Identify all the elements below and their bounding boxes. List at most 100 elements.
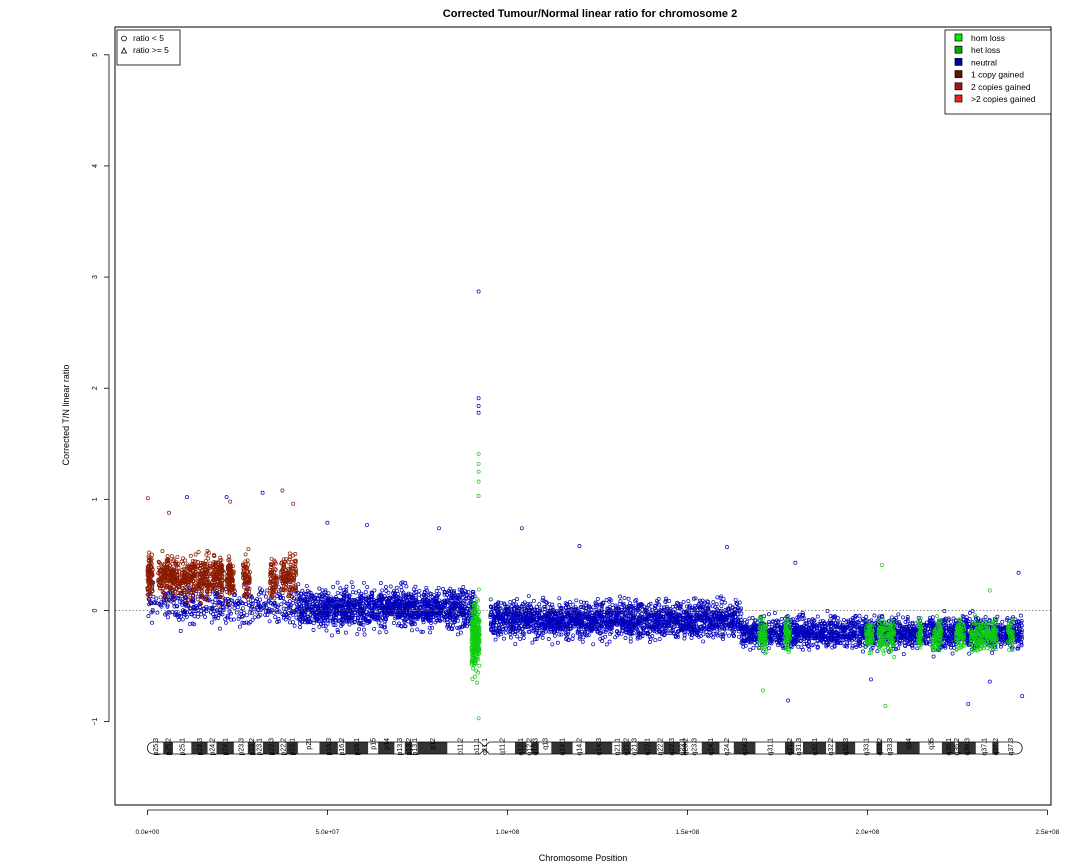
data-point	[148, 600, 153, 605]
data-point	[511, 602, 516, 607]
data-point	[314, 592, 319, 597]
data-point	[428, 612, 433, 617]
data-point	[214, 586, 219, 591]
data-point	[445, 620, 450, 625]
data-point	[453, 602, 458, 607]
data-point	[435, 593, 440, 598]
data-point	[521, 635, 526, 640]
data-point	[647, 626, 652, 631]
data-point	[218, 607, 223, 612]
data-point	[310, 594, 315, 599]
data-point	[571, 602, 576, 607]
data-point	[237, 624, 242, 629]
data-point	[566, 630, 571, 635]
data-point	[335, 628, 340, 632]
data-point	[650, 607, 655, 612]
data-point	[488, 604, 493, 609]
data-point	[380, 588, 385, 593]
data-point	[204, 604, 209, 609]
data-point	[233, 603, 238, 608]
data-point	[537, 602, 542, 607]
data-point	[310, 614, 315, 619]
data-point	[455, 632, 460, 637]
data-point	[565, 602, 570, 607]
data-point	[488, 620, 493, 625]
data-point	[712, 626, 717, 631]
data-point	[369, 606, 374, 611]
data-point	[184, 600, 189, 605]
data-point	[331, 585, 336, 589]
data-point	[361, 593, 366, 598]
data-point	[411, 602, 416, 607]
data-point	[317, 624, 322, 629]
data-point	[625, 623, 630, 627]
data-point	[414, 596, 418, 601]
data-point	[249, 594, 254, 599]
data-point	[348, 602, 353, 607]
data-point	[223, 617, 228, 622]
data-point	[431, 615, 436, 620]
data-point	[723, 631, 728, 636]
data-point	[705, 599, 710, 604]
data-point	[383, 619, 388, 624]
data-point	[255, 605, 260, 610]
data-point	[386, 604, 391, 609]
data-point	[580, 639, 585, 644]
data-point	[695, 608, 700, 612]
data-point	[421, 615, 426, 620]
data-point	[305, 589, 310, 593]
data-point	[728, 603, 733, 608]
data-point	[172, 612, 177, 617]
data-point	[711, 635, 716, 640]
data-point	[305, 620, 310, 625]
data-point	[427, 617, 431, 622]
data-point	[508, 635, 513, 640]
data-point	[616, 606, 621, 611]
data-points	[145, 289, 1025, 721]
data-point	[645, 630, 650, 635]
data-point	[622, 614, 627, 619]
data-point	[597, 602, 602, 607]
data-point	[423, 593, 428, 598]
data-point	[686, 599, 691, 604]
data-point	[650, 634, 655, 639]
data-point	[448, 607, 453, 612]
data-point	[732, 623, 737, 628]
data-point	[357, 599, 362, 604]
data-point	[414, 606, 419, 611]
data-point	[250, 601, 255, 606]
data-point	[460, 593, 465, 598]
data-point	[372, 588, 377, 593]
data-point	[413, 600, 418, 605]
data-point	[365, 601, 370, 606]
data-point	[622, 595, 627, 600]
data-point	[435, 604, 440, 609]
data-point	[281, 596, 286, 601]
data-point	[522, 600, 527, 605]
data-point	[563, 626, 568, 631]
data-point	[415, 608, 420, 613]
data-point	[346, 600, 351, 605]
data-point	[383, 616, 387, 621]
data-point	[203, 614, 207, 619]
data-point	[437, 600, 442, 605]
data-point	[583, 630, 588, 635]
data-point	[406, 600, 411, 605]
data-point	[502, 636, 506, 641]
data-point	[470, 589, 475, 594]
data-point	[639, 621, 643, 626]
data-point	[334, 615, 338, 619]
data-point	[350, 585, 355, 589]
data-point	[623, 623, 628, 628]
data-point	[507, 614, 512, 619]
data-point	[566, 610, 571, 615]
data-point	[455, 625, 460, 630]
data-point	[503, 630, 508, 635]
data-point	[229, 617, 234, 622]
data-point	[306, 614, 311, 619]
data-point	[642, 604, 647, 609]
data-point	[647, 623, 652, 628]
data-point	[387, 599, 392, 604]
chart-title: Corrected Tumour/Normal linear ratio for…	[443, 8, 737, 20]
data-point	[338, 586, 343, 591]
